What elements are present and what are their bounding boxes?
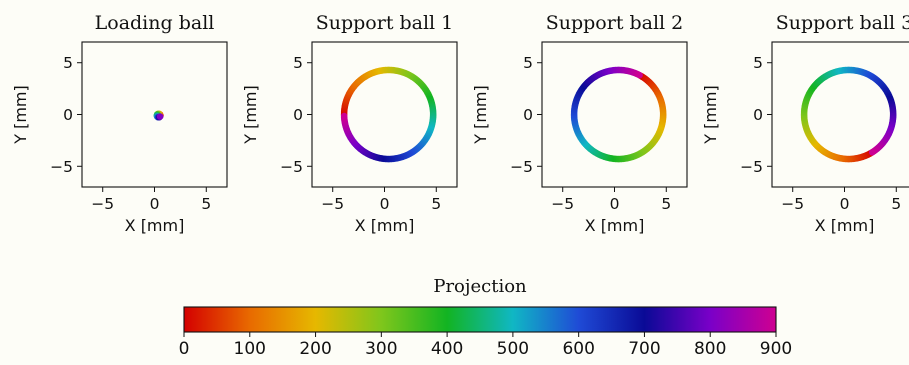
y-axis-label: Y [mm] (701, 85, 720, 145)
y-tick-label: 5 (753, 54, 763, 72)
panel-4: Support ball 3 −5 0 5 5 0 −5 X [mm] Y [mm] (701, 12, 909, 235)
colorbar-title: Projection (433, 276, 527, 297)
x-tick-label: −5 (91, 195, 114, 213)
colorbar-tick-label: 500 (497, 339, 529, 359)
colorbar-tick-label: 400 (431, 339, 463, 359)
colorbar-tick-label: 800 (694, 339, 726, 359)
x-tick-label: 0 (840, 195, 850, 213)
y-tick-label: −5 (280, 158, 303, 176)
panel-title: Loading ball (95, 12, 215, 34)
y-tick-label: 5 (293, 54, 303, 72)
panel-title: Support ball 3 (776, 12, 909, 34)
x-tick-label: 0 (380, 195, 390, 213)
x-axis-label: X [mm] (585, 216, 645, 235)
scatter-panels: Loading ball−5 0 550−5X [mm]Y [mm]Support … (11, 12, 909, 235)
y-tick-label: −5 (50, 158, 73, 176)
data-point (868, 148, 876, 156)
x-axis-label: X [mm] (355, 216, 415, 235)
panel-3: Support ball 2 −5 0 5 5 0 −5 X [mm] Y [mm] (471, 12, 688, 235)
y-tick-label: 5 (63, 54, 73, 72)
x-tick-label: −5 (781, 195, 804, 213)
panel-title: Support ball 2 (546, 12, 684, 34)
y-tick-label: 0 (293, 106, 303, 124)
x-axis-label: X [mm] (815, 216, 875, 235)
colorbar-gradient (183, 306, 777, 333)
y-axis-label: Y [mm] (11, 85, 30, 145)
x-tick-label: 5 (201, 195, 211, 213)
axes-frame (771, 41, 909, 188)
data-point (156, 113, 164, 120)
panel-1: Loading ball −5 0 5 5 0 −5 X [mm] Y [mm] (11, 12, 228, 235)
panel-2: Support ball 1 −5 0 5 5 0 −5 X [mm] Y [mm] (241, 12, 458, 235)
colorbar-tick-label: 600 (562, 339, 594, 359)
x-tick-label: 0 (150, 195, 160, 213)
y-axis-label: Y [mm] (471, 85, 490, 145)
x-tick-label: −5 (551, 195, 574, 213)
data-point (340, 112, 348, 120)
x-tick-label: 5 (661, 195, 671, 213)
y-axis-label: Y [mm] (241, 85, 260, 145)
colorbar-tick-label: 900 (760, 339, 792, 359)
data-marks (153, 110, 164, 121)
panel-title: Support ball 1 (316, 12, 454, 34)
data-marks (570, 66, 667, 163)
y-tick-label: −5 (510, 158, 533, 176)
data-marks (800, 66, 897, 163)
y-tick-label: 5 (523, 54, 533, 72)
data-point (636, 71, 643, 79)
data-marks (340, 66, 437, 163)
colorbar: Projection 0 100 200 300 400 500 600 700 800 900 (179, 276, 793, 359)
colorbar-tick-label: 100 (234, 339, 266, 359)
x-tick-label: 5 (891, 195, 901, 213)
colorbar-tick-label: 0 (179, 339, 190, 359)
colorbar-tick-label: 200 (299, 339, 331, 359)
x-tick-label: 0 (610, 195, 620, 213)
y-tick-label: 0 (63, 106, 73, 124)
x-tick-label: 5 (431, 195, 441, 213)
x-tick-label: −5 (321, 195, 344, 213)
y-tick-label: −5 (740, 158, 763, 176)
colorbar-tick-label: 300 (365, 339, 397, 359)
y-tick-label: 0 (523, 106, 533, 124)
y-tick-label: 0 (753, 106, 763, 124)
colorbar-tick-label: 700 (628, 339, 660, 359)
x-axis-label: X [mm] (125, 216, 185, 235)
